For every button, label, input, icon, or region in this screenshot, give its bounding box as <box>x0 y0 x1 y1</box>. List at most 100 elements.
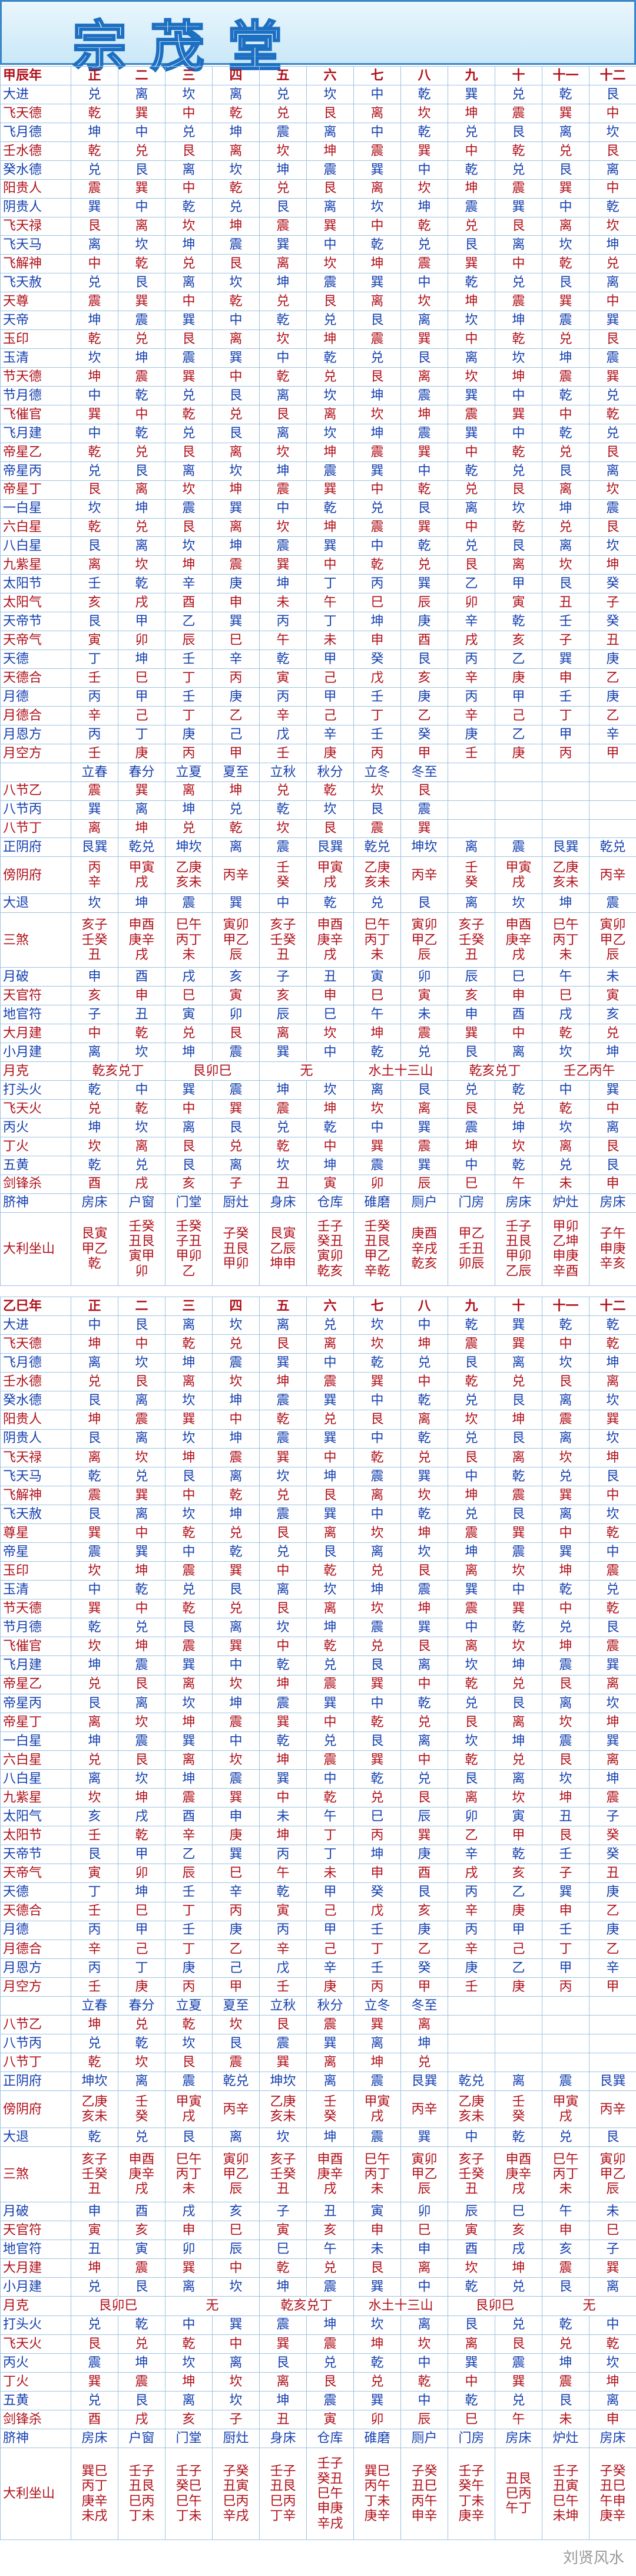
table-cell: 离 <box>448 837 495 857</box>
table-cell: 酉 <box>400 631 448 651</box>
table-cell: 己 <box>118 705 165 725</box>
row-label: 飞天德 <box>0 1334 71 1354</box>
table-cell: 乙 <box>589 668 636 688</box>
table-cell: 巽 <box>165 1410 213 1430</box>
table-cell: 中 <box>353 1391 401 1411</box>
table-cell: 坤 <box>589 555 636 575</box>
table-cell: 壬 癸 <box>306 2090 354 2129</box>
table-cell: 震 <box>118 2371 165 2392</box>
table-cell: 乾 <box>400 1391 448 1411</box>
table-cell: 亥 <box>71 1807 118 1827</box>
row-label: 飞天赦 <box>0 273 71 293</box>
table-cell: 离 <box>306 404 354 424</box>
table-cell: 艮 <box>212 423 260 443</box>
table-cell: 艮 <box>589 517 636 537</box>
table-cell: 酉 <box>400 1863 448 1884</box>
table-cell: 丙 <box>71 1920 118 1940</box>
row-label: 丙火 <box>0 1117 71 1137</box>
table-cell: 巽 <box>353 273 401 293</box>
table-cell: 立春 <box>71 762 118 782</box>
table-cell <box>542 819 589 839</box>
table-cell: 震 <box>400 1136 448 1156</box>
table-row: 六白星乾兑艮离坎坤震巽中乾兑艮 <box>0 517 636 537</box>
table-cell: 亥 <box>71 986 118 1006</box>
row-label: 节月德 <box>0 385 71 405</box>
table-cell: 兑 <box>165 1580 213 1600</box>
table-cell: 乾 <box>495 442 542 462</box>
table-cell: 巽 <box>165 1080 213 1100</box>
table-cell: 震 <box>118 1410 165 1430</box>
table-cell <box>542 2053 589 2073</box>
table-cell: 艮 <box>542 1674 589 1694</box>
table-cell: 巳午 丙丁 未 <box>353 912 401 968</box>
table-row: 玉清坎坤震巽中乾兑艮离坎坤震 <box>0 348 636 368</box>
table-cell: 坎 <box>542 1353 589 1373</box>
table-cell: 坤 <box>400 404 448 424</box>
row-label: 帝星丁 <box>0 1712 71 1732</box>
table-cell: 震 <box>542 1655 589 1675</box>
table-cell: 巽 <box>400 442 448 462</box>
table-cell: 巳 <box>165 986 213 1006</box>
row-label: 九紫星 <box>0 1788 71 1808</box>
table-cell: 申 <box>71 2202 118 2222</box>
row-label: 乙巳年 <box>0 1296 71 1317</box>
table-cell: 子癸 丑巳 丙午 申辛 <box>400 2448 448 2540</box>
table-cell: 艮 <box>212 2034 260 2054</box>
table-cell: 冬至 <box>400 762 448 782</box>
table-cell: 乾兑 <box>353 837 401 857</box>
table-cell: 艮 <box>353 800 401 820</box>
table-cell: 兑 <box>306 1731 354 1751</box>
table-cell: 乙 <box>212 1939 260 1959</box>
table-row: 月克 艮卯巳无乾亥兑丁 水土十三山 艮卯巳无 <box>0 2296 636 2316</box>
table-cell: 四 <box>212 1296 260 1317</box>
table-cell: 乾兑 <box>448 2072 495 2092</box>
table-row: 飞催官坎坤震巽中乾兑艮离坎坤震 <box>0 1637 636 1657</box>
table-cell: 艮 <box>589 442 636 462</box>
table-cell: 艮 <box>165 1155 213 1175</box>
table-cell: 坤 <box>71 1731 118 1751</box>
table-cell: 兑 <box>353 1637 401 1657</box>
table-cell: 巽 <box>118 179 165 199</box>
table-cell: 中 <box>400 2353 448 2373</box>
table-cell: 坎 <box>353 1599 401 1619</box>
table-cell: 子午 申庚 辛亥 <box>589 1212 636 1287</box>
row-label: 三煞 <box>0 2146 71 2203</box>
table-cell: 中 <box>353 536 401 556</box>
row-label: 八节丙 <box>0 2034 71 2054</box>
table-cell: 十一 <box>542 1296 589 1317</box>
table-cell: 巳午 丙丁 未 <box>165 912 213 968</box>
row-label: 飞月德 <box>0 1353 71 1373</box>
table-cell <box>495 762 542 782</box>
row-label: 天帝气 <box>0 631 71 651</box>
table-cell: 艮巽 <box>306 837 354 857</box>
table-cell: 艮 <box>542 1826 589 1846</box>
table-cell: 亥子 壬癸 丑 <box>71 2146 118 2203</box>
table-cell: 卯 <box>118 631 165 651</box>
table-cell: 震 <box>448 404 495 424</box>
table-cell: 无 <box>165 2296 260 2316</box>
table-cell: 七 <box>353 1296 401 1317</box>
row-label: 大退 <box>0 893 71 913</box>
table-cell: 申 <box>212 593 260 613</box>
table-cell: 艮 <box>259 197 307 217</box>
table-cell: 震 <box>495 179 542 199</box>
table-cell: 中 <box>306 1769 354 1789</box>
table-cell: 艮巽 <box>400 2072 448 2092</box>
table-cell: 离 <box>495 2072 542 2092</box>
table-cell: 坤 <box>589 1447 636 1467</box>
table-cell: 子 <box>542 631 589 651</box>
table-cell: 坎 <box>259 517 307 537</box>
table-row: 八节乙坤兑乾坎艮震巽离 <box>0 2014 636 2035</box>
table-cell: 丁 <box>165 1901 213 1921</box>
table-cell: 中 <box>259 1637 307 1657</box>
table-cell: 乾 <box>495 1466 542 1486</box>
row-label: 月恩方 <box>0 724 71 744</box>
table-cell: 艮 <box>400 1561 448 1581</box>
table-cell: 中 <box>118 197 165 217</box>
table-cell: 坎 <box>212 273 260 293</box>
table-cell: 巽 <box>589 2258 636 2278</box>
table-cell: 坎 <box>495 893 542 913</box>
table-cell: 中 <box>400 461 448 481</box>
table-row: 三煞 亥子 壬癸 丑申酉 庚辛 戌巳午 丙丁 未寅卯 甲乙 辰亥子 壬癸 丑申酉 … <box>0 912 636 968</box>
table-cell: 子癸 丑寅 巳丙 辛戌 <box>212 2448 260 2540</box>
